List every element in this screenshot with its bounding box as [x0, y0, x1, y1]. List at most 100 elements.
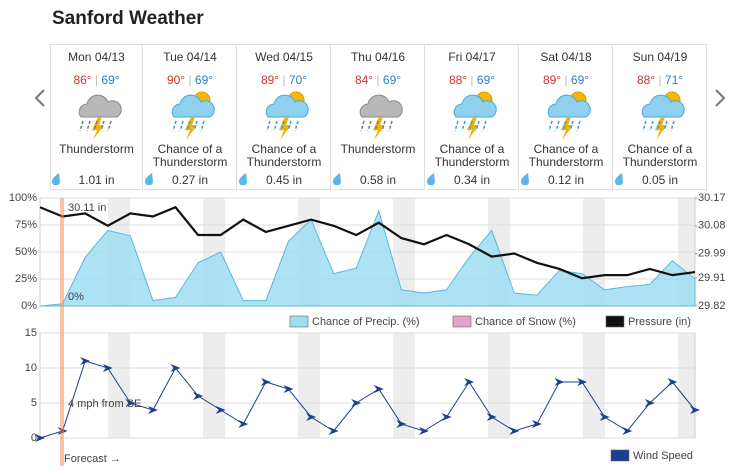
drop — [238, 173, 247, 185]
cloud — [265, 94, 309, 118]
weather-icon — [265, 91, 309, 140]
wind-marker — [102, 364, 113, 372]
night-band — [678, 333, 695, 438]
wind-marker — [306, 413, 317, 421]
legend-label: Chance of Precip. (%) — [312, 316, 420, 328]
bolt — [185, 117, 197, 140]
separator: | — [467, 73, 477, 87]
wind-marker — [193, 392, 204, 400]
rain — [388, 120, 393, 132]
night-band — [298, 333, 320, 438]
night-band — [488, 333, 510, 438]
legend-label: Wind Speed — [633, 450, 693, 462]
wind-marker — [554, 378, 565, 386]
wind-marker — [328, 427, 339, 435]
y-tick-label: 0 — [31, 432, 37, 444]
rain — [468, 120, 473, 132]
rain — [107, 120, 112, 132]
temperatures: 89° | 69° — [520, 73, 612, 87]
cloud — [171, 94, 215, 118]
rain — [649, 120, 654, 132]
day-card: Tue 04/14 90° | 69° Chance of a Thundersto… — [144, 44, 237, 190]
condition: Chance of a Thunderstorm — [152, 142, 228, 169]
weather-icon — [78, 94, 122, 140]
legend-swatch — [289, 315, 309, 328]
annotation: 4 mph from SE — [68, 398, 141, 410]
wind-marker — [215, 406, 226, 414]
wind-marker — [260, 378, 271, 386]
weather-icon — [641, 91, 685, 140]
y2-tick-label: 29.99 — [698, 247, 726, 259]
day-label: Sat 04/18 — [540, 50, 592, 64]
low-temp: 69° — [101, 73, 120, 87]
temperatures: 88° | 69° — [426, 73, 518, 87]
drop — [332, 173, 341, 185]
rain — [461, 120, 466, 132]
rain — [656, 120, 661, 132]
wind-marker — [667, 378, 678, 386]
condition: Thunderstorm — [340, 142, 416, 156]
day-label: Mon 04/13 — [68, 50, 125, 64]
wind-marker — [690, 406, 700, 414]
y2-tick-label: 30.17 — [698, 192, 726, 204]
wind-marker — [80, 357, 91, 365]
wind-marker — [373, 385, 384, 393]
legend-swatch — [452, 315, 472, 328]
cloud — [78, 94, 122, 118]
rain — [294, 120, 299, 132]
weather-icon — [171, 91, 215, 140]
cloud — [547, 94, 591, 118]
legend-label: Pressure (in) — [628, 316, 691, 328]
wind-marker — [35, 434, 45, 442]
rain — [482, 120, 487, 132]
wind-marker — [622, 427, 633, 435]
rain — [273, 120, 278, 132]
rain — [454, 120, 459, 132]
night-band — [583, 333, 605, 438]
separator: | — [655, 73, 665, 87]
day-card: Sat 04/18 89° | 69° Chance of a Thundersto… — [520, 44, 613, 190]
day-label: Wed 04/15 — [255, 50, 313, 64]
temperatures: 86° | 69° — [51, 73, 142, 87]
low-temp: 69° — [382, 73, 402, 87]
high-temp: 89° — [260, 73, 280, 87]
precip: 0.58 in — [332, 173, 424, 187]
precip: 0.45 in — [238, 173, 330, 187]
high-temp: 90° — [166, 73, 186, 87]
next-arrow[interactable] — [715, 89, 726, 107]
drop-icon — [51, 173, 60, 185]
high-temp: 84° — [354, 73, 374, 87]
drop — [144, 173, 153, 185]
rain — [200, 120, 205, 132]
separator: | — [373, 73, 383, 87]
rain — [569, 120, 574, 132]
cloud — [359, 94, 403, 118]
legend-swatch — [610, 449, 630, 462]
y2-tick-label: 29.82 — [698, 300, 726, 312]
rain — [381, 120, 386, 132]
low-temp: 69° — [476, 73, 496, 87]
prev-arrow[interactable] — [34, 89, 45, 107]
legend-label: Chance of Snow (%) — [475, 316, 576, 328]
day-label: Fri 04/17 — [448, 50, 496, 64]
y-tick-label: 10 — [25, 362, 37, 374]
separator: | — [279, 73, 289, 87]
day-card: Mon 04/13 86° | 69° Thunderstorm 1.01 in — [50, 44, 143, 190]
day-label: Tue 04/14 — [163, 50, 217, 64]
line — [39, 360, 696, 439]
condition: Chance of a Thunderstorm — [622, 142, 698, 169]
precip-amount: 0.45 in — [265, 173, 303, 187]
rain — [548, 120, 553, 132]
y-tick-label: 0% — [21, 300, 37, 312]
condition: Chance of a Thunderstorm — [528, 142, 604, 169]
high-temp: 89° — [542, 73, 562, 87]
rain — [555, 120, 560, 132]
rain — [287, 120, 292, 132]
y-tick-label: 50% — [15, 246, 37, 258]
precip: 0.05 in — [614, 173, 706, 187]
precip-amount: 0.05 in — [641, 173, 679, 187]
day-card: Thu 04/16 84° | 69° Thunderstorm 0.58 in — [332, 44, 425, 190]
rain — [670, 120, 675, 132]
precip-amount: 1.01 in — [78, 173, 115, 187]
annotation: 0% — [68, 291, 84, 303]
